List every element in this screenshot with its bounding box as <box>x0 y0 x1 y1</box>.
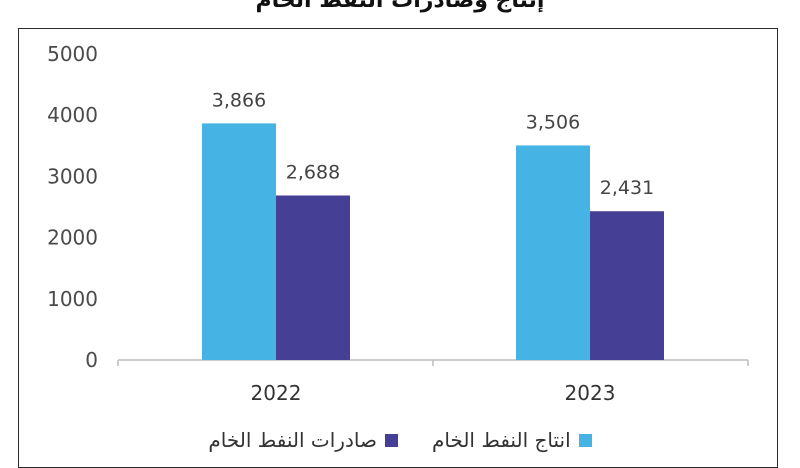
legend-item-production: انتاج النفط الخام <box>432 428 592 452</box>
data-label: 3,506 <box>526 111 580 133</box>
bar <box>202 123 276 360</box>
bar <box>590 211 664 360</box>
legend-label-production: انتاج النفط الخام <box>431 428 571 452</box>
legend: انتاج النفط الخام صادرات النفط الخام <box>0 428 800 452</box>
data-label: 2,431 <box>600 177 654 199</box>
legend-label-exports: صادرات النفط الخام <box>208 428 377 452</box>
bar-chart: 0 1000 2000 3000 4000 5000 3,866 2,688 2022 3,506… <box>47 42 749 405</box>
legend-swatch-exports <box>384 433 398 447</box>
x-category-label: 2022 <box>251 381 302 405</box>
y-tick-label: 3000 <box>47 164 98 188</box>
chart-title: إنتاج وصادرات النفط الخام <box>255 0 545 13</box>
y-tick-label: 4000 <box>47 103 98 127</box>
y-tick-label: 2000 <box>47 226 98 250</box>
bar <box>276 195 350 360</box>
x-category-label: 2023 <box>565 381 616 405</box>
data-label: 3,866 <box>212 89 266 111</box>
y-tick-label: 1000 <box>47 287 98 311</box>
y-tick-label: 0 <box>85 348 98 372</box>
y-tick-label: 5000 <box>47 42 98 66</box>
data-label: 2,688 <box>286 161 340 183</box>
legend-item-exports: صادرات النفط الخام <box>208 428 398 452</box>
legend-swatch-production <box>578 433 592 447</box>
bar <box>516 145 590 360</box>
